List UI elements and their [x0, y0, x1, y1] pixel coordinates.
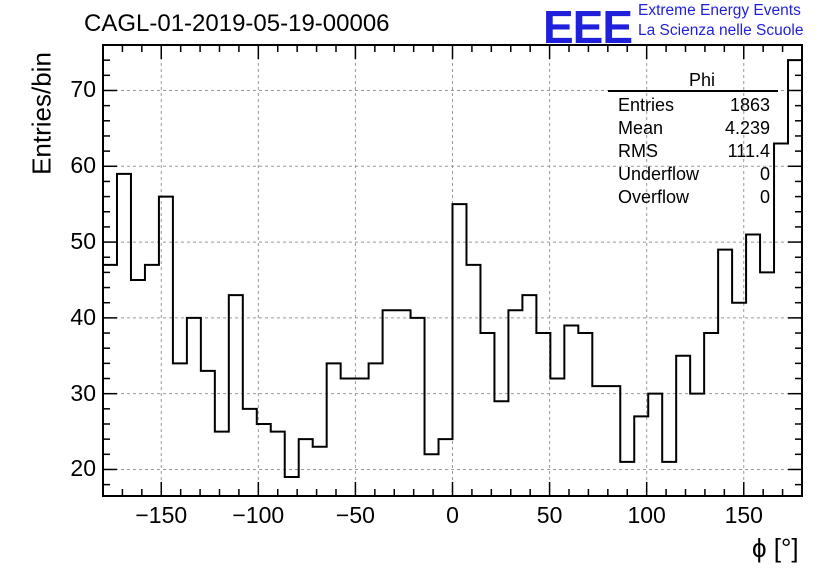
stats-row-label: Entries: [618, 95, 675, 115]
y-tick-label: 40: [70, 303, 96, 330]
stats-row-value: 1863: [729, 95, 770, 115]
chart-title: CAGL-01-2019-05-19-00006: [84, 10, 390, 37]
stats-row-value: 0: [759, 164, 770, 184]
stats-box-divider: [608, 90, 778, 92]
x-axis-label: ϕ [°]: [752, 533, 799, 563]
stats-row-value: 0: [759, 187, 770, 207]
y-tick-label: 60: [70, 152, 96, 179]
y-tick-label: 70: [70, 76, 96, 103]
logo-line-1: Extreme Energy Events: [638, 2, 801, 19]
stats-row: RMS 111.4: [608, 140, 778, 163]
plot-frame: [102, 44, 803, 497]
stats-row-value: 4.239: [724, 118, 770, 138]
stats-row-label: Underflow: [618, 164, 700, 184]
y-tick-label: 20: [70, 455, 96, 482]
x-tick-label: −50: [335, 502, 375, 528]
x-tick-label: 150: [724, 502, 763, 528]
x-tick-label: −100: [232, 502, 285, 528]
histogram-line: [103, 59, 802, 479]
x-tick-label: 50: [536, 502, 563, 528]
stats-row: Overflow 0: [608, 186, 778, 209]
eee-logo: EEE: [543, 1, 633, 53]
stats-row-value: 111.4: [727, 141, 770, 161]
stats-box: Phi Entries 1863 Mean 4.239 RMS 111.4 Underflo…: [608, 70, 778, 209]
stats-box-title: Phi: [688, 70, 715, 90]
x-tick-label: 100: [627, 502, 666, 528]
y-tick-label: 30: [70, 379, 96, 406]
stats-rows: Entries 1863 Mean 4.239 RMS 111.4 Underflow 0 Ov…: [608, 94, 778, 209]
stats-row-label: Mean: [618, 118, 664, 138]
stats-row-label: RMS: [618, 141, 658, 161]
y-tick-label: 50: [70, 228, 96, 255]
x-tick-label: −150: [135, 502, 188, 528]
stats-row: Entries 1863: [608, 94, 778, 117]
stats-row: Mean 4.239: [608, 117, 778, 140]
logo-line-2: La Scienza nelle Scuole: [638, 22, 804, 39]
x-tick-label: 0: [446, 502, 459, 528]
axis-ticks: [102, 44, 803, 496]
stats-row-label: Overflow: [618, 187, 690, 207]
stats-row: Underflow 0: [608, 163, 778, 186]
